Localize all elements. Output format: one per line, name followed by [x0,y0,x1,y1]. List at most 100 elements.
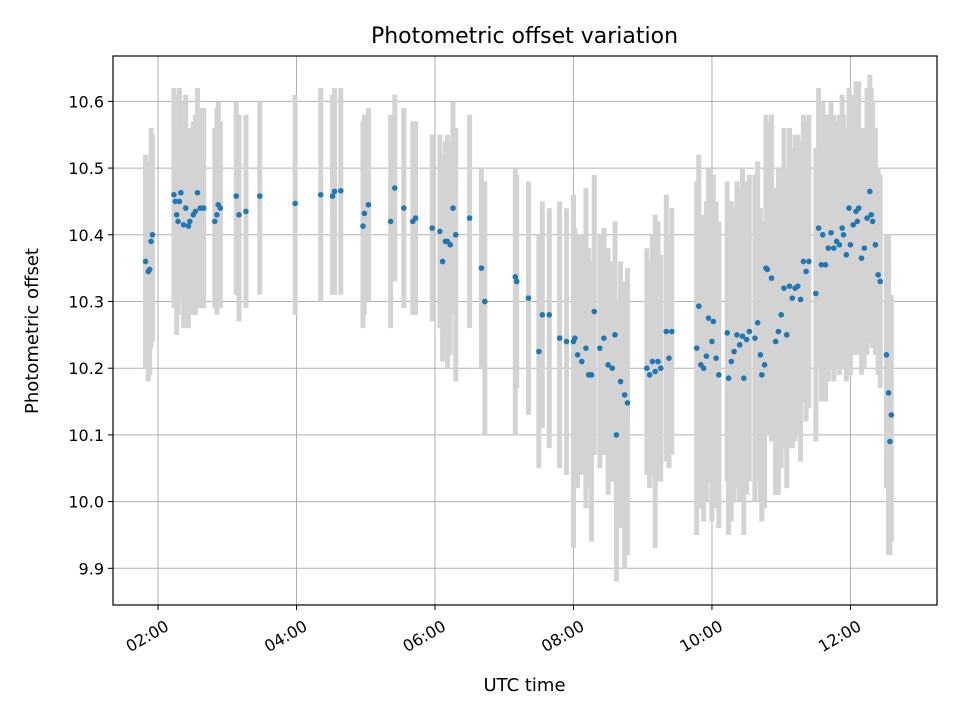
data-point [185,223,192,229]
data-point [243,208,249,215]
data-point [666,355,672,361]
data-point [668,328,675,335]
data-point [839,225,845,231]
data-point [574,352,581,358]
data-point [772,338,779,345]
data-point [855,205,862,211]
data-point [868,211,875,218]
data-point [781,285,787,291]
data-point [613,432,620,438]
data-point [536,348,542,355]
y-tick-label: 10.4 [68,226,104,245]
data-point [836,241,843,248]
data-point [187,218,193,225]
y-axis-ticks: 9.9 10.0 10.1 10.2 10.3 10.4 10.5 10.6 [68,92,113,578]
data-point [819,231,826,238]
data-point [703,353,710,359]
chart-title: Photometric offset variation [371,24,678,49]
data-point [869,218,876,225]
data-point [149,231,156,238]
data-point [846,205,852,211]
data-point [176,198,183,205]
data-point [652,368,658,375]
y-tick-label: 10.1 [68,426,104,445]
data-point [875,271,881,278]
data-point [847,241,854,248]
data-point [482,298,488,305]
data-point [764,266,771,273]
data-point [700,365,707,371]
data-point [182,205,189,211]
data-point [850,221,857,228]
data-point [392,185,398,191]
data-point [831,245,837,251]
data-point [761,362,768,368]
data-point [710,318,717,325]
data-point [741,375,747,381]
data-point [877,278,884,285]
data-point [725,375,732,381]
data-point [588,372,595,378]
data-point [200,205,207,211]
data-point [217,205,224,211]
data-point [338,187,344,194]
data-point [768,275,775,281]
data-point [657,365,664,371]
data-point [709,338,715,345]
y-tick-label: 10.0 [68,493,104,512]
data-point [775,328,782,335]
data-point [883,352,890,358]
data-point [743,336,750,343]
data-point [401,205,407,211]
data-point [617,378,624,385]
data-point [450,205,456,211]
data-point [800,258,807,265]
y-tick-label: 10.2 [68,359,104,378]
data-point [478,265,485,271]
data-point [148,238,154,245]
data-point [513,278,520,285]
data-point [387,218,394,225]
data-point [822,261,829,268]
data-point [525,295,532,301]
data-point [173,211,180,218]
data-point [778,312,785,318]
data-point [317,191,324,198]
data-point [437,228,443,235]
data-point [256,193,263,199]
data-point [596,345,603,351]
data-point [649,358,656,365]
data-point [663,328,670,335]
x-axis-label: UTC time [483,675,565,696]
data-point [512,274,519,280]
data-point [887,438,893,445]
data-point [624,400,631,406]
data-point [818,261,825,268]
data-point [795,283,801,289]
data-point [146,266,153,273]
data-point [797,296,804,303]
data-point [233,193,240,199]
data-point [803,268,809,275]
y-tick-label: 10.3 [68,292,104,311]
data-point [705,315,712,321]
plot-frame [112,55,938,606]
data-point [693,345,700,351]
data-point [746,328,753,335]
data-point [713,355,719,361]
data-point [329,193,336,199]
data-point [361,210,368,217]
data-point [696,303,702,309]
data-point [211,218,218,225]
data-points [142,185,895,445]
data-point [192,208,199,215]
data-point [556,335,563,341]
data-point [872,241,879,248]
data-point [786,283,793,289]
data-point [572,335,578,341]
data-point [716,372,722,378]
data-point [142,258,149,265]
data-point [759,372,765,378]
data-point [731,348,737,355]
